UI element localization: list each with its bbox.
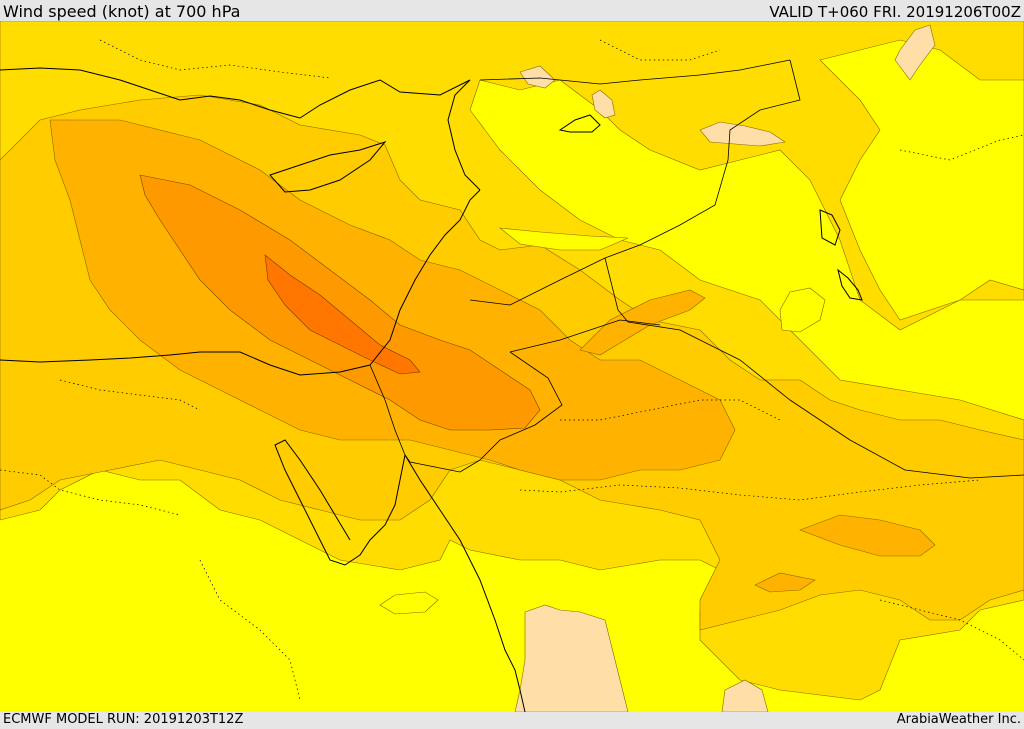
band-peach-se <box>721 679 769 712</box>
band-peach-syria <box>591 89 616 119</box>
band-orange <box>139 174 541 431</box>
band-peach-arabia <box>514 604 629 712</box>
band-peach-ne <box>894 24 936 81</box>
band-peach-iraq <box>699 121 786 147</box>
footer-bar: ECMWF MODEL RUN: 20191203T12Z ArabiaWeat… <box>0 712 1024 729</box>
credit: ArabiaWeather Inc. <box>896 712 1021 727</box>
model-run: ECMWF MODEL RUN: 20191203T12Z <box>3 712 244 727</box>
band-orange-dark <box>264 254 421 375</box>
band-yellow-pocket-3 <box>379 591 439 615</box>
admin-dotted-lines <box>0 39 1024 701</box>
country-borders <box>369 59 1024 479</box>
header-bar: Wind speed (knot) at 700 hPa VALID T+060… <box>0 0 1024 21</box>
band-yellow-ne <box>819 39 1024 321</box>
wind-speed-map <box>0 21 1024 712</box>
band-gold-patch-south <box>754 572 816 593</box>
band-gold-patch-east <box>799 514 936 557</box>
coastlines <box>0 67 863 712</box>
map-title: Wind speed (knot) at 700 hPa <box>3 2 241 21</box>
band-yellow-pocket-2 <box>779 287 826 333</box>
valid-time: VALID T+060 FRI. 20191206T00Z <box>769 3 1021 21</box>
band-peach-turkey <box>519 65 556 89</box>
band-yellow-pocket-1 <box>499 227 629 251</box>
